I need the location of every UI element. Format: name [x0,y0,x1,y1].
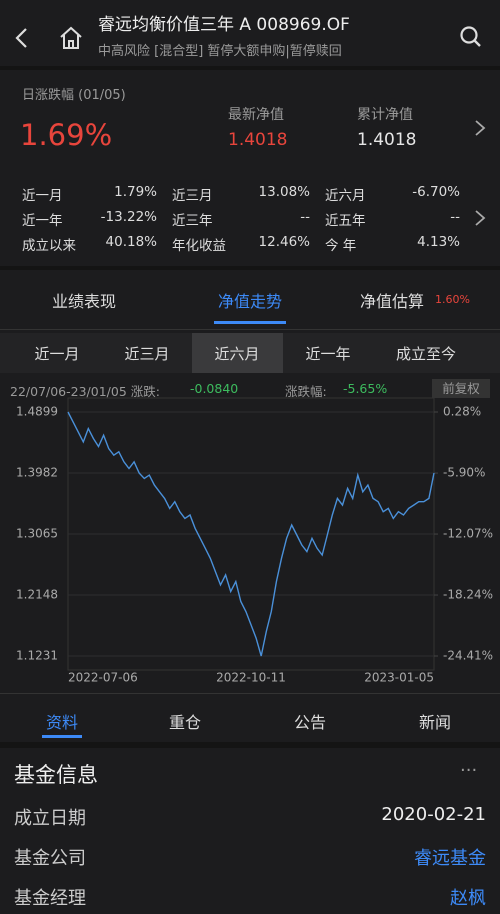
pct-label: 涨跌幅: [285,384,327,399]
y2-tick-label: -18.24% [443,588,493,602]
bottom-tab[interactable]: 资料 [45,713,78,732]
nav-label: 最新净值 [228,107,284,123]
return-label: 近三月 [172,188,213,204]
y-tick-label: 1.3982 [16,466,58,480]
bottom-tab[interactable]: 公告 [293,713,326,732]
bottom-tab[interactable]: 新闻 [418,713,451,732]
return-label: 近三年 [172,213,213,229]
x-tick-label: 2023-01-05 [364,671,434,685]
return-label: 成立以来 [22,238,76,254]
y-tick-label: 1.2148 [16,588,58,602]
return-value: 1.79% [114,184,157,200]
info-label: 成立日期 [14,808,86,829]
more-button[interactable]: ··· [460,760,478,781]
nav-chart: 1.4899 1.3982 1.3065 1.2148 1.1231 0.28% -5.90… [16,397,493,685]
y2-tick-label: -5.90% [443,466,485,480]
y2-tick-label: -24.41% [443,649,493,663]
return-value: 40.18% [105,234,157,250]
tab[interactable]: 业绩表现 [51,292,116,311]
info-value: 2020-02-21 [381,804,486,825]
x-tick-label: 2022-10-11 [216,671,286,685]
divider [0,266,500,270]
fund-subtitle: 中高风险 [混合型] 暂停大额申购|暂停赎回 [98,44,342,59]
divider [0,742,500,748]
tab-active[interactable]: 净值走势 [217,292,282,311]
tab-underline [42,735,82,738]
chevron[interactable] [472,118,488,138]
return-value: 12.46% [258,234,310,250]
divider [0,329,500,330]
period-tab[interactable]: 成立至今 [395,345,456,363]
fund-title: 睿远均衡价值三年 A 008969.OF [98,15,350,35]
return-label: 近一年 [22,213,63,229]
period-selected [192,333,283,373]
estimate-value: 1.60% [435,293,470,306]
info-label: 基金公司 [14,848,86,869]
pct-value: -5.65% [343,381,388,396]
tab-underline [214,321,286,324]
tab[interactable]: 净值估算 [360,292,425,311]
y-tick-label: 1.1231 [16,649,58,663]
bottom-tab[interactable]: 重仓 [168,713,201,732]
nav-value: 1.4018 [228,130,288,150]
return-label: 近六月 [325,188,366,204]
y2-tick-label: -12.07% [443,527,493,541]
daily-value: 1.69% [20,118,113,152]
adjust-button[interactable]: 前复权 [432,379,490,398]
change-value: -0.0840 [190,381,239,396]
acc-label: 累计净值 [357,107,413,123]
x-tick-label: 2022-07-06 [68,671,138,685]
return-value: -- [300,209,310,225]
period-tab[interactable]: 近六月 [214,345,260,363]
period-tab[interactable]: 近一年 [305,345,351,363]
return-value: 13.08% [258,184,310,200]
search-button[interactable] [458,24,484,50]
section-title: 基金信息 [14,763,98,787]
return-label: 近一月 [22,188,63,204]
back-button[interactable] [12,26,32,50]
info-value[interactable]: 睿远基金 [414,848,486,869]
return-value: 4.13% [417,234,460,250]
return-label: 年化收益 [172,238,226,254]
y-tick-label: 1.3065 [16,527,58,541]
nav-line [67,411,435,657]
range-label: 22/07/06-23/01/05 涨跌: [10,384,160,399]
return-value: -13.22% [100,209,157,225]
return-label: 今 年 [325,238,357,254]
y2-tick-label: 0.28% [443,405,481,419]
daily-label: 日涨跌幅 (01/05) [22,88,126,103]
y-tick-label: 1.4899 [16,405,58,419]
return-value: -- [450,209,460,225]
info-value[interactable]: 赵枫 [450,888,486,909]
return-label: 近五年 [325,213,366,229]
divider [0,66,500,70]
acc-value: 1.4018 [357,130,417,150]
period-tab[interactable]: 近三月 [124,345,170,363]
chevron[interactable] [472,208,488,228]
home-button[interactable] [58,25,84,51]
divider [0,693,500,694]
return-value: -6.70% [412,184,460,200]
info-label: 基金经理 [14,888,86,909]
period-tab[interactable]: 近一月 [34,345,80,363]
